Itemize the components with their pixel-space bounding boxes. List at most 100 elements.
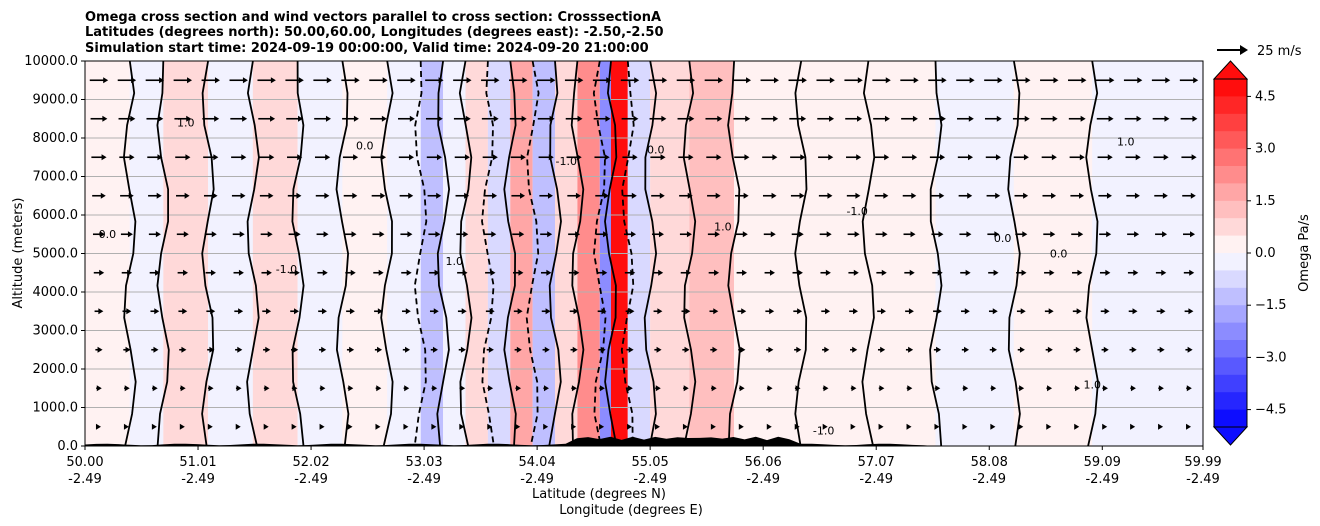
wind-vector-head	[632, 154, 638, 161]
colorbar-segment	[1214, 409, 1247, 428]
wind-vector-head	[990, 423, 996, 430]
wind-vector-head	[325, 154, 331, 161]
wind-vector-head	[1021, 269, 1027, 276]
vector-key: 25 m/s	[1217, 44, 1302, 59]
wind-vector-head	[1048, 308, 1054, 315]
colorbar-tick-label: 4.5	[1255, 89, 1276, 104]
wind-vector-head	[350, 269, 356, 276]
wind-vector-head	[296, 192, 302, 199]
x-tick-label-longitude: -2.49	[520, 472, 554, 487]
x-axis-label-longitude: Longitude (degrees E)	[559, 503, 703, 518]
wind-vector-head	[851, 385, 857, 392]
x-tick-label-latitude: 53.03	[405, 455, 442, 470]
wind-vector-head	[183, 231, 189, 238]
contour-line	[794, 61, 808, 446]
wind-vector-head	[853, 269, 859, 276]
x-tick-label-longitude: -2.49	[181, 472, 215, 487]
wind-vector-head	[578, 77, 584, 84]
x-tick-label-latitude: 52.02	[292, 455, 329, 470]
contour-label: -1.0	[813, 424, 834, 437]
wind-vector-head	[129, 154, 135, 161]
wind-vector-head	[180, 385, 186, 392]
wind-vector-head	[1046, 423, 1052, 430]
x-tick-label-latitude: 58.08	[971, 455, 1008, 470]
wind-vector-head	[606, 77, 612, 84]
wind-vector-head	[743, 192, 749, 199]
wind-vector-head	[543, 385, 549, 392]
wind-vector-head	[294, 269, 300, 276]
wind-vector-head	[268, 192, 274, 199]
contour-line	[436, 61, 451, 446]
wind-vector-head	[603, 231, 609, 238]
wind-vector-head	[940, 115, 946, 122]
colorbar-segment	[1214, 357, 1247, 376]
wind-vector-head	[826, 231, 832, 238]
wind-vector-head	[408, 192, 414, 199]
wind-vector-head	[433, 308, 439, 315]
wind-vector-head	[717, 115, 723, 122]
wind-vector-head	[1104, 308, 1110, 315]
wind-vector-head	[103, 77, 109, 84]
wind-vector-head	[435, 231, 441, 238]
wind-vector-head	[214, 115, 220, 122]
wind-vector-head	[1019, 346, 1025, 353]
contour-line	[156, 61, 170, 446]
y-tick-label: 9000.0	[33, 93, 79, 108]
wind-vector-head	[123, 423, 129, 430]
wind-vector-head	[292, 385, 298, 392]
vector-key-label: 25 m/s	[1257, 44, 1302, 59]
wind-vector-head	[884, 154, 890, 161]
wind-vector-head	[852, 346, 858, 353]
contour-line	[643, 61, 658, 446]
contour-label: -1.0	[555, 155, 576, 168]
x-tick-label-latitude: 55.05	[632, 455, 669, 470]
wind-vector-head	[491, 231, 497, 238]
wind-vector-head	[994, 231, 1000, 238]
wind-vector-head	[829, 115, 835, 122]
wind-vector-head	[575, 192, 581, 199]
wind-vector-head	[571, 423, 577, 430]
colorbar-segment	[1214, 96, 1247, 115]
wind-vector-head	[828, 154, 834, 161]
wind-vector-head	[968, 115, 974, 122]
wind-vector-head	[599, 423, 605, 430]
wind-vector-head	[152, 385, 158, 392]
wind-vector-head	[738, 423, 744, 430]
wind-vector-head	[155, 231, 161, 238]
contour-line	[1007, 61, 1021, 446]
wind-vector-head	[298, 115, 304, 122]
wind-vector-head	[741, 308, 747, 315]
wind-vector-head	[1079, 154, 1085, 161]
y-tick-label: 1000.0	[33, 401, 79, 416]
wind-vector-head	[1192, 115, 1198, 122]
wind-vector-head	[969, 77, 975, 84]
wind-vector-head	[1106, 231, 1112, 238]
colorbar-tick-label: −4.5	[1255, 403, 1287, 418]
wind-vector-head	[964, 346, 970, 353]
wind-vector-head	[656, 346, 662, 353]
wind-vector-head	[604, 154, 610, 161]
wind-vector-head	[1050, 231, 1056, 238]
chart-title-line-2: Latitudes (degrees north): 50.00,60.00, …	[85, 25, 664, 40]
colorbar-extend-top	[1212, 60, 1249, 80]
wind-vector-head	[352, 192, 358, 199]
wind-vector-head	[409, 154, 415, 161]
wind-vector-head	[265, 346, 271, 353]
wind-vector-head	[740, 346, 746, 353]
colorbar-segment	[1214, 270, 1247, 289]
y-tick-label: 8000.0	[33, 131, 79, 146]
wind-vector-head	[742, 269, 748, 276]
wind-vector-head	[293, 346, 299, 353]
wind-vector-head	[519, 231, 525, 238]
wind-vector-head	[825, 269, 831, 276]
wind-vector-head	[1075, 385, 1081, 392]
wind-vector-head	[684, 346, 690, 353]
wind-vector-head	[690, 77, 696, 84]
wind-vector-head	[349, 308, 355, 315]
wind-vector-head	[687, 192, 693, 199]
wind-vector-head	[771, 192, 777, 199]
wind-vector-head	[325, 115, 331, 122]
wind-vector-head	[1134, 192, 1140, 199]
wind-vector-head	[962, 423, 968, 430]
wind-vector-head	[801, 77, 807, 84]
